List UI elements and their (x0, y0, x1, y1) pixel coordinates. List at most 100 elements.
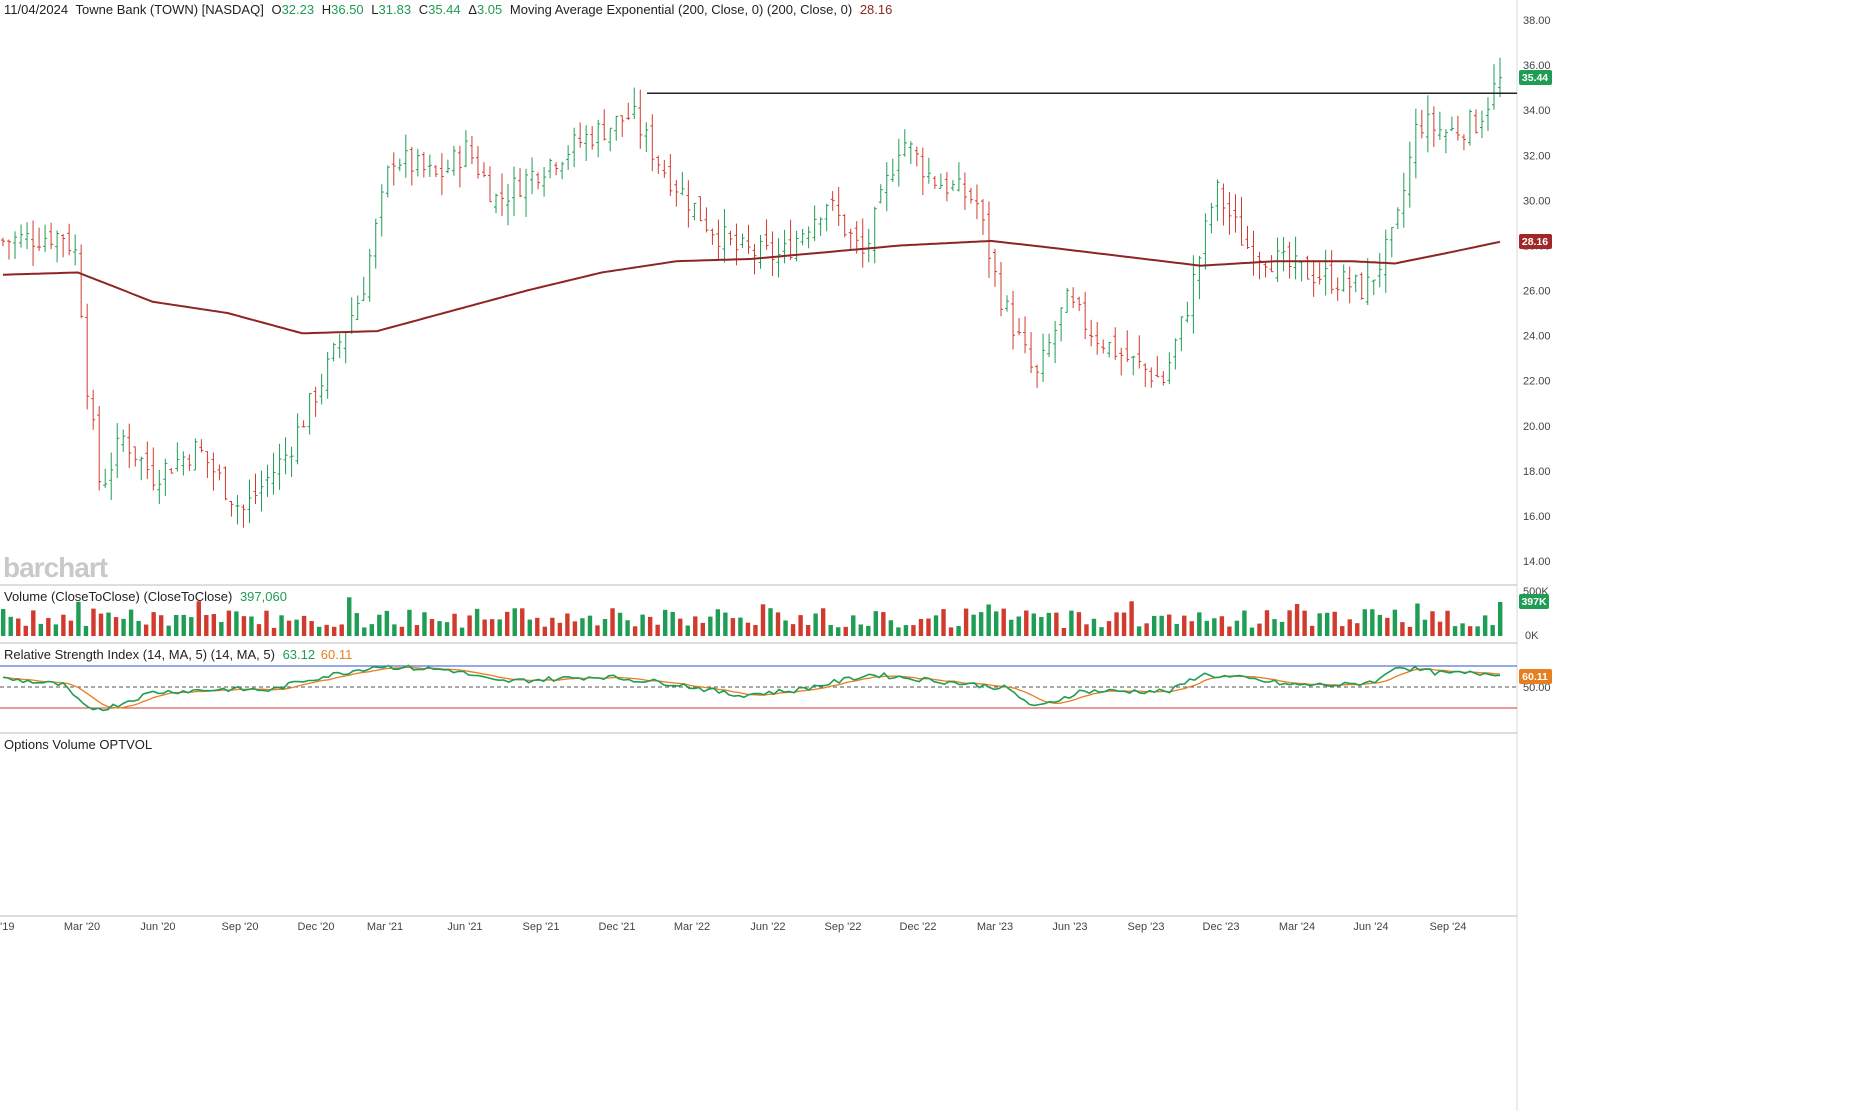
volume-bar (83, 625, 89, 636)
volume-bar (1377, 614, 1383, 636)
volume-bar (1219, 616, 1225, 636)
volume-bar (1437, 621, 1443, 636)
volume-bar (1272, 619, 1277, 636)
options-panel-label: Options Volume OPTVOL (4, 737, 152, 752)
volume-bar (903, 625, 909, 636)
volume-bar (647, 616, 653, 636)
volume-bar (715, 609, 721, 636)
time-tick-label: Dec '20 (298, 921, 335, 933)
volume-bar (407, 609, 412, 636)
volume-bar (31, 610, 36, 636)
volume-bar (971, 614, 976, 636)
volume-bar (866, 625, 871, 636)
header-symbol: Towne Bank (TOWN) [NASDAQ] (76, 2, 264, 17)
volume-bar (279, 615, 284, 636)
volume-bar (730, 618, 736, 636)
volume-bar (204, 615, 209, 636)
volume-bar (572, 621, 578, 636)
volume-bar (1407, 626, 1413, 636)
volume-bar (249, 616, 254, 636)
volume-bar (271, 627, 277, 636)
volume-bar (836, 627, 841, 636)
price-tick-label: 22.00 (1523, 376, 1551, 388)
high-value: 36.50 (331, 2, 364, 17)
volume-bar (1114, 612, 1119, 636)
volume-bar (768, 608, 773, 636)
volume-bar (685, 625, 690, 636)
volume-bar (1498, 602, 1503, 636)
volume-bar (617, 612, 623, 636)
volume-bar (61, 614, 66, 636)
volume-bar (1099, 627, 1104, 636)
volume-bar (98, 613, 104, 636)
volume-bar (422, 612, 427, 636)
volume-bar (174, 614, 179, 636)
volume-bar (1024, 610, 1029, 636)
rsi-ma-path (2, 666, 1501, 709)
volume-bar (963, 608, 969, 636)
volume-bar (1069, 610, 1074, 636)
volume-bar (602, 619, 608, 636)
volume-bar (1001, 608, 1006, 636)
time-tick-label: Sep '20 (222, 921, 259, 933)
volume-axis-bottom: 0K (1525, 630, 1539, 642)
volume-bar (512, 608, 517, 636)
volume-bar (745, 622, 751, 636)
price-tick-label: 38.00 (1523, 15, 1551, 27)
volume-bar (1475, 626, 1480, 636)
ema-line (2, 239, 1501, 335)
volume-bar (1136, 626, 1142, 636)
time-tick-label: Mar '20 (64, 921, 100, 933)
volume-bar (941, 609, 946, 636)
volume-bar (331, 626, 337, 636)
price-tick-label: 20.00 (1523, 421, 1551, 433)
volume-bar (354, 613, 359, 636)
time-tick-label: Jun '20 (140, 921, 175, 933)
volume-bar (700, 622, 706, 636)
volume-bar (1249, 627, 1255, 636)
volume-bar (708, 616, 713, 636)
volume-bar (738, 617, 743, 636)
volume-bar (136, 620, 141, 636)
volume-bar (911, 625, 916, 636)
volume-bar (151, 612, 156, 636)
ema-badge-text: 28.16 (1522, 236, 1548, 248)
volume-bar (828, 624, 833, 636)
volume-bar (753, 625, 758, 636)
change-label: Δ (468, 2, 477, 17)
time-tick-label: Jun '24 (1353, 921, 1388, 933)
volume-bar (181, 614, 186, 636)
volume-bar (459, 627, 465, 636)
price-tick-label: 14.00 (1523, 556, 1551, 568)
rsi-label: Relative Strength Index (14, MA, 5) (14,… (4, 647, 275, 662)
rsi-badge-text: 60.11 (1522, 671, 1548, 683)
price-tick-label: 18.00 (1523, 466, 1551, 478)
time-tick-label: Dec '23 (1203, 921, 1240, 933)
ema-value: 28.16 (860, 2, 893, 17)
volume-bar (760, 604, 766, 636)
price-tick-label: 16.00 (1523, 511, 1551, 523)
high-label: H (322, 2, 331, 17)
volume-bar (68, 620, 74, 636)
low-value: 31.83 (379, 2, 412, 17)
time-tick-label: Sep '21 (523, 921, 560, 933)
rsi-panel-label: Relative Strength Index (14, MA, 5) (14,… (4, 647, 352, 662)
volume-bar (640, 614, 645, 636)
volume-bar (790, 624, 796, 636)
volume-bar (444, 622, 450, 636)
volume-bar (1167, 614, 1172, 636)
volume-bar (1129, 601, 1134, 636)
barchart-watermark: barchart (3, 552, 108, 583)
volume-bar (1392, 609, 1398, 636)
volume-bar (339, 624, 344, 636)
volume-bar (783, 620, 788, 636)
volume-bar (595, 625, 600, 636)
volume-bar (452, 613, 457, 636)
time-tick-label: Sep '23 (1128, 921, 1165, 933)
volume-bar (1287, 610, 1292, 636)
volume-bar (557, 622, 563, 636)
ema-label: Moving Average Exponential (200, Close, … (510, 2, 852, 17)
volume-bar (1182, 615, 1187, 636)
